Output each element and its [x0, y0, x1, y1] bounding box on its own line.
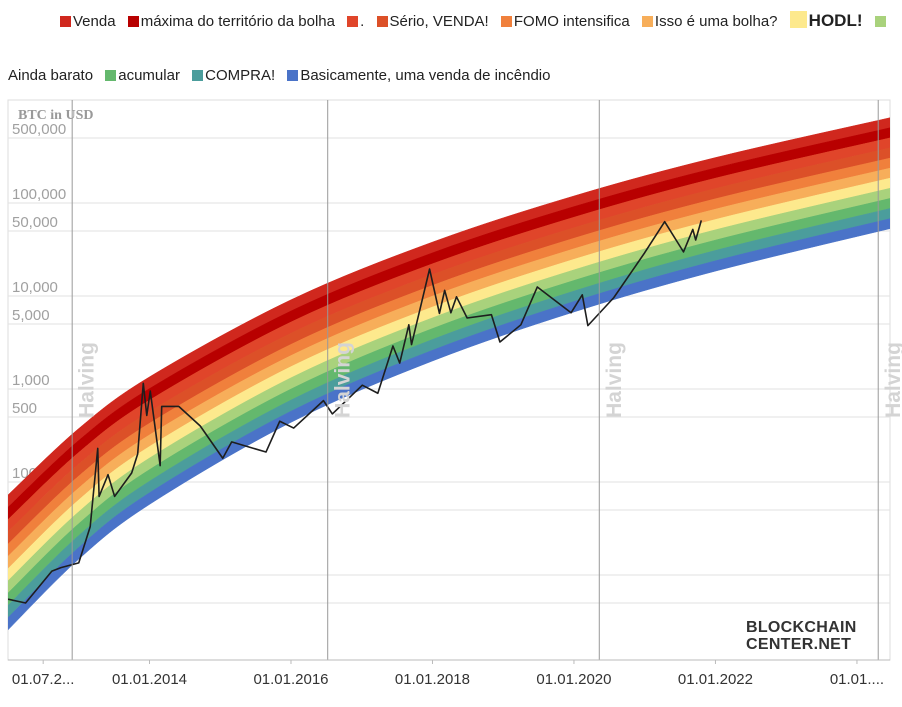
legend-item[interactable]: máxima do território da bolha [127, 13, 335, 30]
legend-item[interactable]: . [347, 13, 364, 30]
legend-label: FOMO intensifica [513, 13, 630, 30]
legend-swatch [500, 16, 512, 27]
watermark: BLOCKCHAIN [746, 619, 857, 636]
halving-label: Halving [882, 342, 902, 418]
halving-label: Halving [331, 342, 354, 418]
y-tick-label: 500 [12, 400, 37, 417]
rainbow-band [8, 218, 890, 631]
y-tick-label: 50,000 [12, 214, 58, 231]
legend-item[interactable]: Ainda barato [8, 13, 888, 84]
legend-swatch [789, 11, 807, 28]
legend-label: máxima do território da bolha [140, 13, 335, 30]
legend-label: Ainda barato [8, 67, 94, 84]
overlay: Halving Halving Halving Halving 01.07.2... 01… [8, 100, 902, 688]
halving-label: Halving [603, 342, 626, 418]
watermark: CENTER.NET [746, 636, 851, 653]
y-axis-label: BTC in USD [18, 108, 93, 123]
y-tick-label: 100,000 [12, 186, 66, 203]
price-line [8, 220, 703, 604]
legend-label: acumular [118, 67, 180, 84]
legend-label: Venda [73, 13, 116, 30]
legend-item[interactable]: Basicamente, uma venda de incêndio [287, 67, 550, 84]
legend-label: Basicamente, uma venda de incêndio [300, 67, 551, 84]
legend-item[interactable]: FOMO intensifica [500, 13, 630, 30]
x-tick-label: 01.01.2022 [678, 671, 753, 688]
legend-label: HODL! [808, 11, 863, 30]
legend-label: . [360, 13, 365, 30]
x-tick-label: 01.01.2020 [536, 671, 611, 688]
y-tick-label: 500,000 [12, 121, 66, 138]
legend-item[interactable]: Venda [60, 13, 116, 30]
legend-item[interactable]: Sério, VENDA! [376, 13, 489, 30]
x-tick-label: 01.01.2016 [253, 671, 328, 688]
y-tick-label: 1,000 [12, 372, 50, 389]
legend-swatch [874, 16, 886, 27]
x-tick-label: 01.01.... [830, 671, 884, 688]
legend-swatch [60, 16, 71, 27]
legend-swatch [376, 16, 388, 27]
bands [8, 117, 890, 631]
legend-label: Sério, VENDA! [389, 13, 489, 30]
legend-label: Isso é uma bolha? [654, 13, 778, 30]
legend-swatch [127, 16, 139, 27]
halving-label: Halving [76, 342, 99, 418]
x-tick-label: 01.07.2... [12, 671, 75, 688]
legend-swatch [105, 70, 117, 81]
legend-label: COMPRA! [205, 67, 276, 84]
legend: Venda máxima do território da bolha . Sé… [0, 0, 888, 103]
legend-item[interactable]: COMPRA! [192, 67, 275, 84]
legend-swatch [192, 70, 204, 81]
legend-item[interactable]: acumular [105, 67, 180, 84]
legend-item[interactable]: HODL! [789, 11, 863, 30]
y-tick-label: 5,000 [12, 307, 50, 324]
legend-swatch [641, 16, 653, 27]
x-tick-label: 01.01.2014 [112, 671, 187, 688]
y-tick-label: 10,000 [12, 279, 58, 296]
legend-swatch [347, 16, 359, 27]
x-tick-label: 01.01.2018 [395, 671, 470, 688]
legend-item[interactable]: Isso é uma bolha? [641, 13, 778, 30]
legend-swatch [287, 70, 299, 81]
